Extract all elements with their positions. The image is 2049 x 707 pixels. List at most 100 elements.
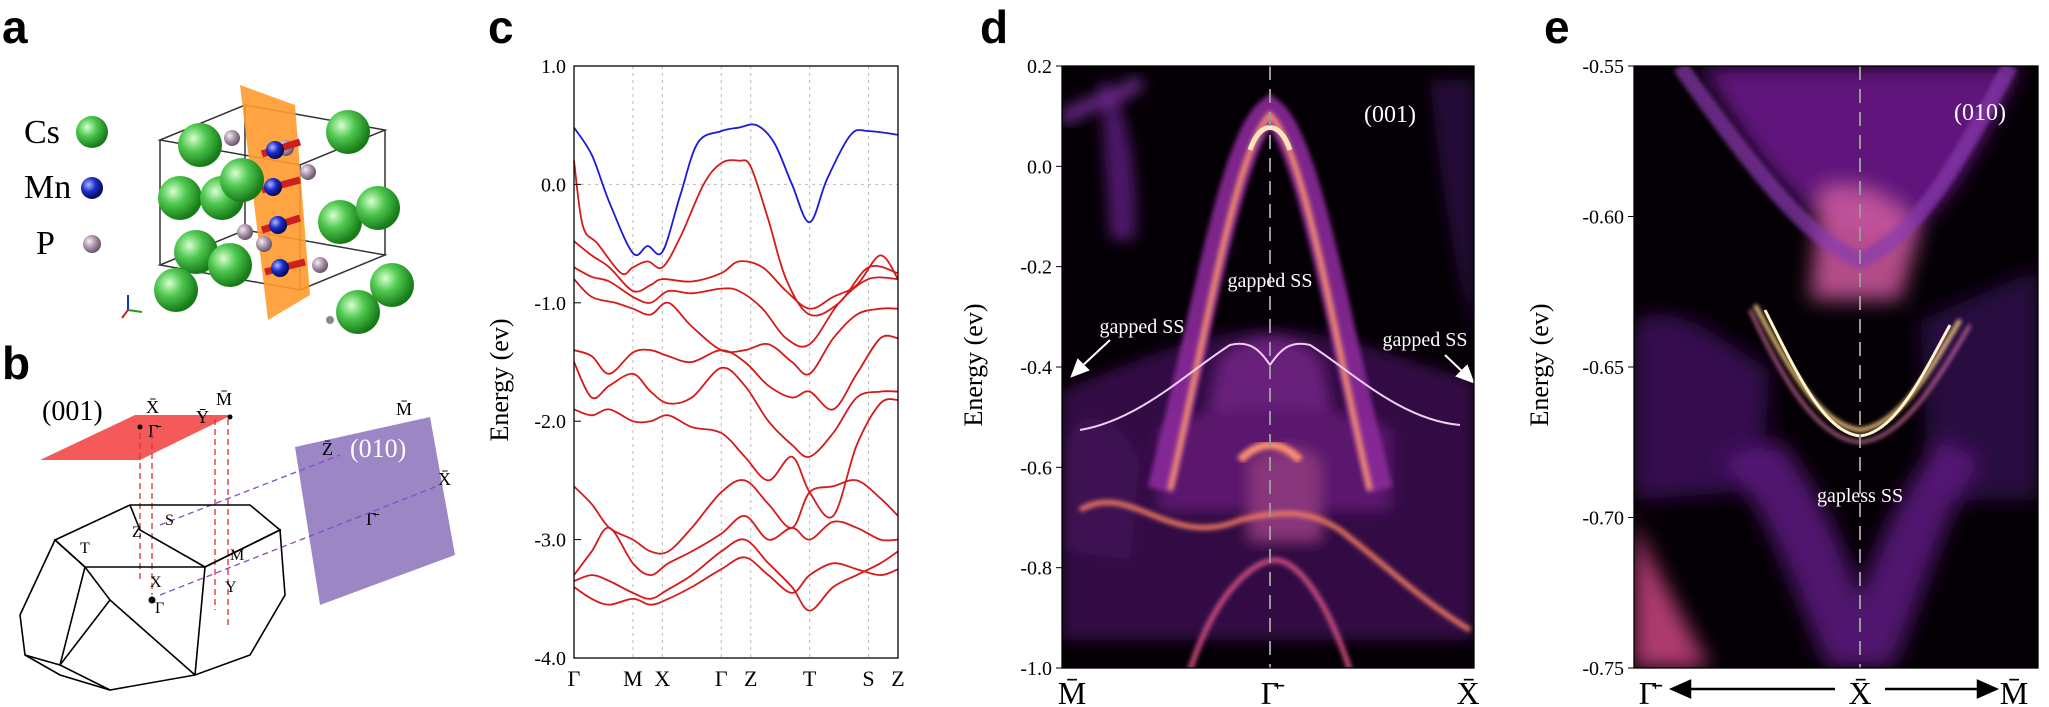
bz-polyhedron	[19, 504, 286, 691]
legend-p: P	[36, 225, 101, 262]
spectrum-e-title: (010)	[1954, 100, 2006, 126]
annotation-arrows	[1070, 339, 1475, 384]
band-xtick-label: S	[862, 666, 874, 691]
band-line-v4	[573, 278, 899, 376]
band-ytick-label: -1.0	[534, 293, 566, 315]
band-line-v1	[573, 159, 899, 317]
bz-kpoint-t: T	[80, 540, 90, 557]
mirror-plane	[240, 85, 310, 320]
legend-cs: Cs	[24, 114, 108, 151]
surface-010-label: (010)	[350, 434, 406, 463]
spectrum-d-intensity	[1062, 66, 1474, 668]
band-line-v8	[573, 479, 899, 555]
band-line-v5	[573, 334, 899, 411]
band-xtick-label: X	[654, 666, 670, 691]
spectrum-ytick-label: -0.75	[1582, 658, 1624, 680]
band-xtick-label: Z	[744, 666, 757, 691]
spectrum-e-intensity	[1634, 66, 2038, 668]
band-xtick-label: M	[623, 666, 643, 691]
kpoint-y-001: Ȳ	[196, 407, 209, 427]
spectrum-ytick-label: -0.2	[1020, 257, 1052, 279]
kpoint-m-001: M̄	[216, 389, 232, 409]
spectrum-xtick-label: X̄	[1848, 675, 1871, 707]
surface-001-spectrum: Energy (ev) 0.2 0.0 -0.2 -0.4 -0.6 -0.8 -1.0 (…	[960, 56, 1480, 707]
band-ytick-label: -2.0	[534, 411, 566, 433]
kpoint-m-010: M̄	[396, 399, 412, 419]
mn-atom-icon	[81, 177, 103, 199]
projection-lines	[139, 419, 441, 625]
spectrum-xtick-label: Γ̄	[1639, 675, 1663, 707]
band-line-v6	[573, 361, 899, 458]
cs-atom-icon	[76, 116, 108, 148]
band-ytick-label: 0.0	[541, 174, 566, 196]
bz-kpoint-labels: T S Z X M Y Γ	[80, 512, 244, 617]
bz-kpoint-gamma: Γ	[155, 600, 164, 617]
spectrum-d-yticks: 0.2 0.0 -0.2 -0.4 -0.6 -0.8 -1.0	[1020, 56, 1062, 680]
band-grid	[574, 66, 898, 658]
legend-p-label: P	[36, 225, 55, 262]
band-line-v3	[573, 266, 899, 348]
surface-001-plane	[40, 415, 232, 460]
mn-atoms	[260, 138, 306, 277]
panel-label-b: b	[2, 337, 31, 389]
band-ytick-label: -3.0	[534, 530, 566, 552]
panel-label-c: c	[488, 1, 514, 53]
band-xtick-label: T	[803, 666, 817, 691]
spectrum-ytick-label: -0.65	[1582, 357, 1624, 379]
spectrum-d-xticks: M̄ Γ̄ X̄	[1058, 675, 1480, 707]
band-ytick-label: -4.0	[534, 648, 566, 670]
band-line-v11	[573, 556, 899, 606]
cs-atoms	[154, 110, 414, 334]
band-ylabel: Energy (ev)	[485, 319, 514, 442]
kpoint-x-010: X̄	[438, 469, 451, 489]
band-xtick-label: Γ	[568, 666, 581, 691]
kpoint-x-001: X̄	[146, 397, 159, 417]
surface-001-label: (001)	[42, 396, 103, 427]
crystal-structure: Cs Mn P	[24, 85, 414, 334]
spectrum-e-ylabel: Energy (ev)	[1525, 304, 1554, 427]
spectrum-ytick-label: -0.8	[1020, 558, 1052, 580]
surface-010-spectrum: Energy (ev) -0.55 -0.60 -0.65 -0.70 -0.75 (0…	[1525, 56, 2039, 707]
panel-label-a: a	[2, 1, 28, 53]
spectrum-xtick-label: Γ̄	[1261, 675, 1285, 707]
band-line-v9	[573, 515, 899, 577]
band-line-v7	[573, 398, 899, 519]
spectrum-ytick-label: -0.60	[1582, 207, 1624, 229]
band-line-conduction	[573, 123, 899, 256]
annotation-gapped-ss-right: gapped SS	[1383, 329, 1468, 351]
spectrum-e-yticks: -0.55 -0.60 -0.65 -0.70 -0.75	[1582, 56, 1634, 680]
band-line-v2	[573, 240, 899, 310]
p-atoms	[224, 130, 328, 273]
band-series	[573, 123, 899, 612]
bz-kpoint-s: S	[165, 512, 174, 529]
spectrum-ytick-label: -0.4	[1020, 357, 1052, 379]
spectrum-d-title: (001)	[1364, 102, 1416, 128]
spectrum-ytick-label: -1.0	[1020, 658, 1052, 680]
spectrum-xtick-label: M̄	[1058, 675, 1086, 707]
kpoint-gamma-010: Γ̄	[366, 509, 379, 529]
spectrum-e-xticks: Γ̄ X̄ M̄	[1639, 675, 2028, 707]
spectrum-ytick-label: -0.55	[1582, 56, 1624, 78]
spectrum-xtick-label: X̄	[1456, 675, 1479, 707]
annotation-gapped-ss-left: gapped SS	[1100, 316, 1185, 338]
legend-mn: Mn	[24, 169, 103, 206]
legend-mn-label: Mn	[24, 169, 71, 206]
spectrum-d-ylabel: Energy (ev)	[960, 304, 988, 427]
axes-triad-icon	[121, 295, 143, 319]
annotation-gapless-ss: gapless SS	[1817, 485, 1903, 507]
band-ytick-label: 1.0	[541, 56, 566, 78]
spectrum-ytick-label: -0.70	[1582, 508, 1624, 530]
band-yticks: 1.0 0.0 -1.0 -2.0 -3.0 -4.0	[534, 56, 581, 670]
spectrum-xtick-label: M̄	[2000, 675, 2028, 707]
spectrum-ytick-label: 0.2	[1027, 56, 1052, 78]
p-atom-icon	[83, 235, 101, 253]
panel-label-e: e	[1544, 1, 1570, 53]
band-line-v10	[573, 538, 899, 612]
bz-kpoint-m: M	[230, 547, 244, 564]
legend-cs-label: Cs	[24, 114, 60, 151]
bz-kpoint-y: Y	[225, 579, 237, 596]
band-xtick-label: Γ	[715, 666, 728, 691]
bz-kpoint-z: Z	[132, 524, 142, 541]
path-arrows	[1668, 679, 2000, 699]
